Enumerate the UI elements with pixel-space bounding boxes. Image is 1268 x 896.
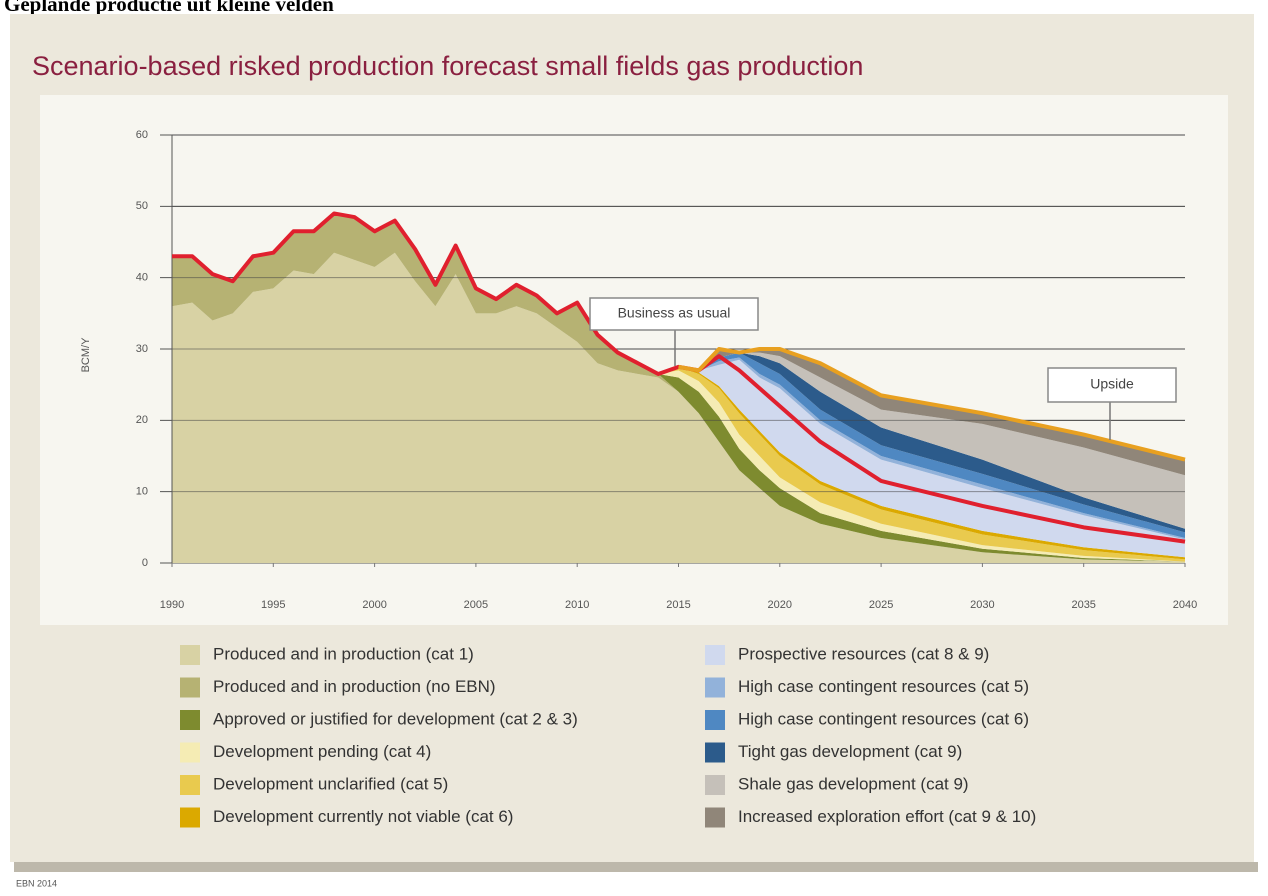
y-tick-label: 0	[142, 557, 148, 569]
legend-swatch	[180, 710, 200, 730]
x-tick-label: 2000	[362, 599, 386, 611]
legend-label: Tight gas development (cat 9)	[738, 742, 962, 761]
page-heading: Geplande productie uit kleine velden	[4, 0, 334, 16]
legend-label: High case contingent resources (cat 5)	[738, 677, 1029, 696]
legend-label: Produced and in production (cat 1)	[213, 644, 474, 663]
legend-swatch	[180, 677, 200, 698]
y-tick-label: 10	[136, 486, 148, 498]
annotation-label: Upside	[1090, 376, 1134, 392]
legend-label: Approved or justified for development (c…	[213, 709, 578, 728]
scenario-line	[172, 211, 1186, 544]
legend-label: High case contingent resources (cat 6)	[738, 709, 1029, 728]
x-tick-label: 1990	[160, 599, 184, 611]
x-tick-label: 2035	[1071, 599, 1095, 611]
legend-swatch	[180, 775, 200, 795]
legend-swatch	[705, 677, 725, 698]
x-tick-label: 2030	[970, 599, 994, 611]
legend-label: Increased exploration effort (cat 9 & 10…	[738, 807, 1036, 826]
y-tick-label: 30	[136, 343, 148, 355]
legend-swatch	[180, 645, 200, 665]
legend-swatch	[180, 807, 200, 828]
area	[172, 213, 1185, 558]
annotation-box	[1047, 367, 1177, 403]
x-tick-label: 2005	[464, 599, 488, 611]
y-tick-label: 20	[136, 414, 148, 426]
area	[172, 252, 1185, 563]
y-axis-label: BCM/Y	[80, 337, 92, 373]
legend-swatch	[705, 807, 725, 828]
area	[172, 213, 1185, 533]
legend-swatch	[705, 710, 725, 730]
y-tick-label: 60	[136, 129, 148, 141]
annotation-label: Business as usual	[618, 305, 731, 321]
legend-swatch	[705, 775, 725, 795]
x-tick-label: 2020	[768, 599, 792, 611]
annotation-box	[589, 297, 759, 331]
scenario-line	[678, 347, 1186, 462]
x-tick-label: 2010	[565, 599, 589, 611]
area	[172, 213, 1185, 476]
x-tick-label: 2025	[869, 599, 893, 611]
area	[172, 213, 1185, 529]
source: EBN 2014	[16, 878, 57, 888]
legend-swatch	[705, 742, 725, 763]
legend-label: Prospective resources (cat 8 & 9)	[738, 644, 989, 663]
area	[172, 213, 1185, 562]
legend-label: Shale gas development (cat 9)	[738, 774, 969, 793]
legend-swatch	[180, 742, 200, 763]
x-tick-label: 1995	[261, 599, 285, 611]
x-tick-label: 2015	[666, 599, 690, 611]
y-tick-label: 50	[136, 200, 148, 212]
legend-label: Development currently not viable (cat 6)	[213, 807, 513, 826]
x-tick-label: 2040	[1173, 599, 1197, 611]
legend-label: Produced and in production (no EBN)	[213, 677, 496, 696]
y-tick-label: 40	[136, 272, 148, 284]
card-shadow	[14, 862, 1258, 872]
legend-swatch	[705, 645, 725, 665]
area	[172, 213, 1185, 539]
legend-label: Development pending (cat 4)	[213, 742, 431, 761]
chart-title: Scenario-based risked production forecas…	[32, 51, 863, 81]
legend-label: Development unclarified (cat 5)	[213, 774, 448, 793]
